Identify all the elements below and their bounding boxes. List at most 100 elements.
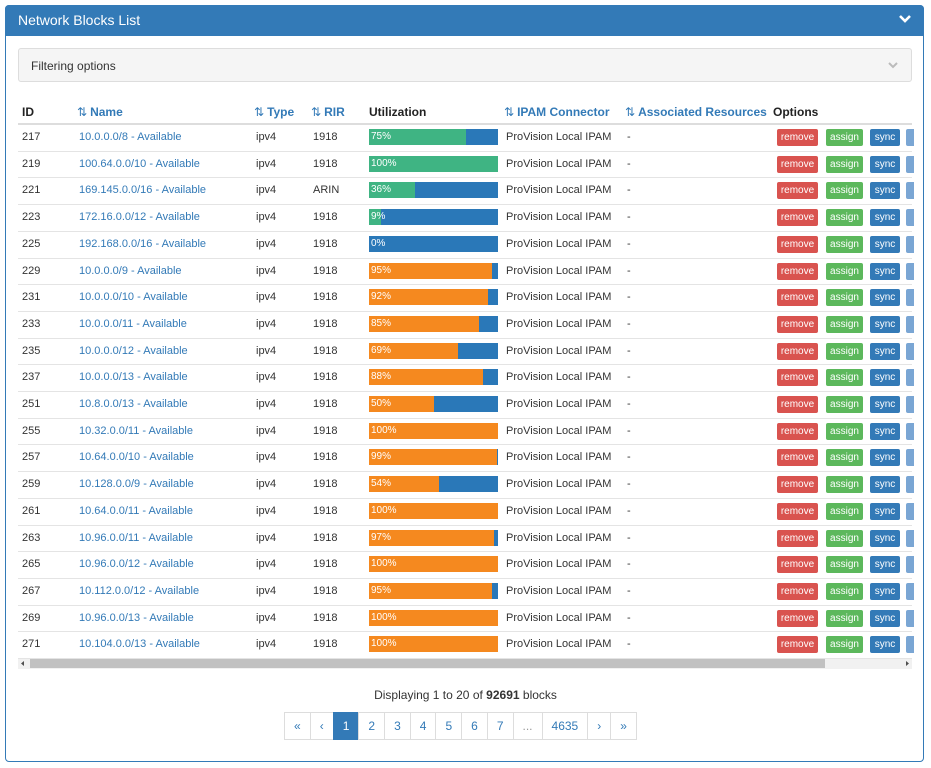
action-button[interactable]: assign	[826, 369, 863, 387]
action-button[interactable]: assign	[826, 609, 863, 627]
action-button-cut[interactable]	[906, 182, 914, 200]
action-button[interactable]: remove	[777, 155, 818, 173]
action-button[interactable]: sync	[870, 369, 900, 387]
column-header[interactable]: Type	[254, 105, 294, 119]
action-button-cut[interactable]	[906, 476, 914, 494]
block-name-link[interactable]: 10.96.0.0/12 - Available	[79, 558, 194, 571]
page-link[interactable]: 6	[461, 712, 488, 740]
action-button-cut[interactable]	[906, 289, 914, 307]
action-button[interactable]: remove	[777, 262, 818, 280]
action-button[interactable]: sync	[870, 262, 900, 280]
action-button-cut[interactable]	[906, 529, 914, 547]
page-link[interactable]: 4635	[541, 712, 589, 740]
block-name-link[interactable]: 10.0.0.0/12 - Available	[79, 344, 188, 357]
action-button[interactable]: sync	[870, 289, 900, 307]
scrollbar-arrows[interactable]	[18, 659, 912, 668]
action-button[interactable]: remove	[777, 609, 818, 627]
block-name-link[interactable]: 10.96.0.0/13 - Available	[79, 611, 194, 624]
action-button-cut[interactable]	[906, 556, 914, 574]
action-button[interactable]: sync	[870, 449, 900, 467]
action-button[interactable]: remove	[777, 502, 818, 520]
page-link[interactable]: 4	[409, 712, 437, 740]
action-button[interactable]: sync	[870, 342, 900, 360]
action-button[interactable]: sync	[870, 556, 900, 574]
page-link[interactable]: 3	[384, 712, 411, 740]
action-button[interactable]: assign	[826, 235, 863, 253]
action-button-cut[interactable]	[906, 449, 914, 467]
action-button[interactable]: assign	[826, 155, 863, 173]
action-button-cut[interactable]	[906, 155, 914, 173]
action-button[interactable]: assign	[826, 182, 863, 200]
action-button-cut[interactable]	[906, 369, 914, 387]
action-button[interactable]: remove	[777, 369, 818, 387]
action-button[interactable]: remove	[777, 422, 818, 440]
action-button[interactable]: assign	[826, 636, 863, 654]
action-button[interactable]: remove	[777, 396, 818, 413]
block-name-link[interactable]: 10.0.0.0/10 - Available	[79, 291, 188, 304]
block-name-link[interactable]: 10.0.0.0/13 - Available	[79, 371, 188, 384]
block-name-link[interactable]: 10.0.0.0/9 - Available	[79, 264, 182, 277]
action-button-cut[interactable]	[906, 342, 914, 360]
filter-panel[interactable]	[18, 48, 912, 82]
action-button[interactable]: remove	[777, 129, 818, 146]
action-button-cut[interactable]	[906, 209, 914, 227]
action-button[interactable]: remove	[777, 449, 818, 467]
block-name-link[interactable]: 100.64.0.0/10 - Available	[79, 157, 200, 170]
scrollbar-thumb[interactable]	[30, 659, 825, 668]
page-link[interactable]: ›	[587, 712, 612, 740]
action-button[interactable]: remove	[777, 342, 818, 360]
page-link[interactable]: 2	[358, 712, 386, 740]
action-button[interactable]: sync	[870, 529, 900, 547]
page-link[interactable]: 1	[332, 712, 360, 740]
page-link[interactable]: 5	[435, 712, 463, 740]
action-button[interactable]: assign	[826, 289, 863, 307]
action-button[interactable]: remove	[777, 636, 818, 654]
action-button[interactable]: remove	[777, 235, 818, 253]
block-name-link[interactable]: 10.32.0.0/11 - Available	[79, 424, 193, 437]
action-button[interactable]: sync	[870, 502, 900, 520]
action-button-cut[interactable]	[906, 129, 914, 146]
action-button[interactable]: remove	[777, 182, 818, 200]
filter-chevron[interactable]	[887, 60, 899, 70]
column-header[interactable]: IPAM Connector	[504, 105, 609, 119]
action-button-cut[interactable]	[906, 502, 914, 520]
action-button[interactable]: remove	[777, 289, 818, 307]
action-button[interactable]: assign	[826, 315, 863, 333]
block-name-link[interactable]: 10.0.0.0/11 - Available	[79, 317, 187, 330]
action-button[interactable]: assign	[826, 422, 863, 440]
action-button[interactable]: assign	[826, 262, 863, 280]
action-button-cut[interactable]	[906, 422, 914, 440]
page-link[interactable]: 7	[486, 712, 514, 740]
block-name-link[interactable]: 172.16.0.0/12 - Available	[79, 211, 200, 224]
page-link[interactable]: «	[284, 712, 311, 740]
action-button-cut[interactable]	[906, 235, 914, 253]
block-name-link[interactable]: 10.64.0.0/10 - Available	[79, 451, 194, 464]
action-button[interactable]: sync	[870, 182, 900, 200]
collapse-chevron[interactable]	[898, 13, 912, 25]
action-button[interactable]: assign	[826, 529, 863, 547]
action-button[interactable]: assign	[826, 476, 863, 494]
action-button-cut[interactable]	[906, 396, 914, 413]
block-name-link[interactable]: 10.96.0.0/11 - Available	[79, 531, 193, 544]
action-button[interactable]: assign	[826, 129, 863, 146]
action-button[interactable]: sync	[870, 315, 900, 333]
action-button[interactable]: remove	[777, 556, 818, 574]
action-button[interactable]: assign	[826, 502, 863, 520]
column-header[interactable]: RIR	[311, 105, 345, 119]
action-button[interactable]: remove	[777, 315, 818, 333]
action-button-cut[interactable]	[906, 609, 914, 627]
block-name-link[interactable]: 10.8.0.0/13 - Available	[79, 398, 188, 410]
action-button[interactable]: assign	[826, 342, 863, 360]
action-button[interactable]: sync	[870, 636, 900, 654]
action-button-cut[interactable]	[906, 262, 914, 280]
action-button[interactable]: remove	[777, 476, 818, 494]
action-button[interactable]: assign	[826, 396, 863, 413]
block-name-link[interactable]: 10.112.0.0/12 - Available	[79, 584, 200, 597]
action-button[interactable]: remove	[777, 529, 818, 547]
action-button-cut[interactable]	[906, 582, 914, 600]
action-button-cut[interactable]	[906, 315, 914, 333]
page-link[interactable]: ‹	[309, 712, 334, 740]
column-header[interactable]: Associated Resources	[625, 105, 767, 119]
action-button[interactable]: sync	[870, 235, 900, 253]
action-button[interactable]: assign	[826, 209, 863, 227]
